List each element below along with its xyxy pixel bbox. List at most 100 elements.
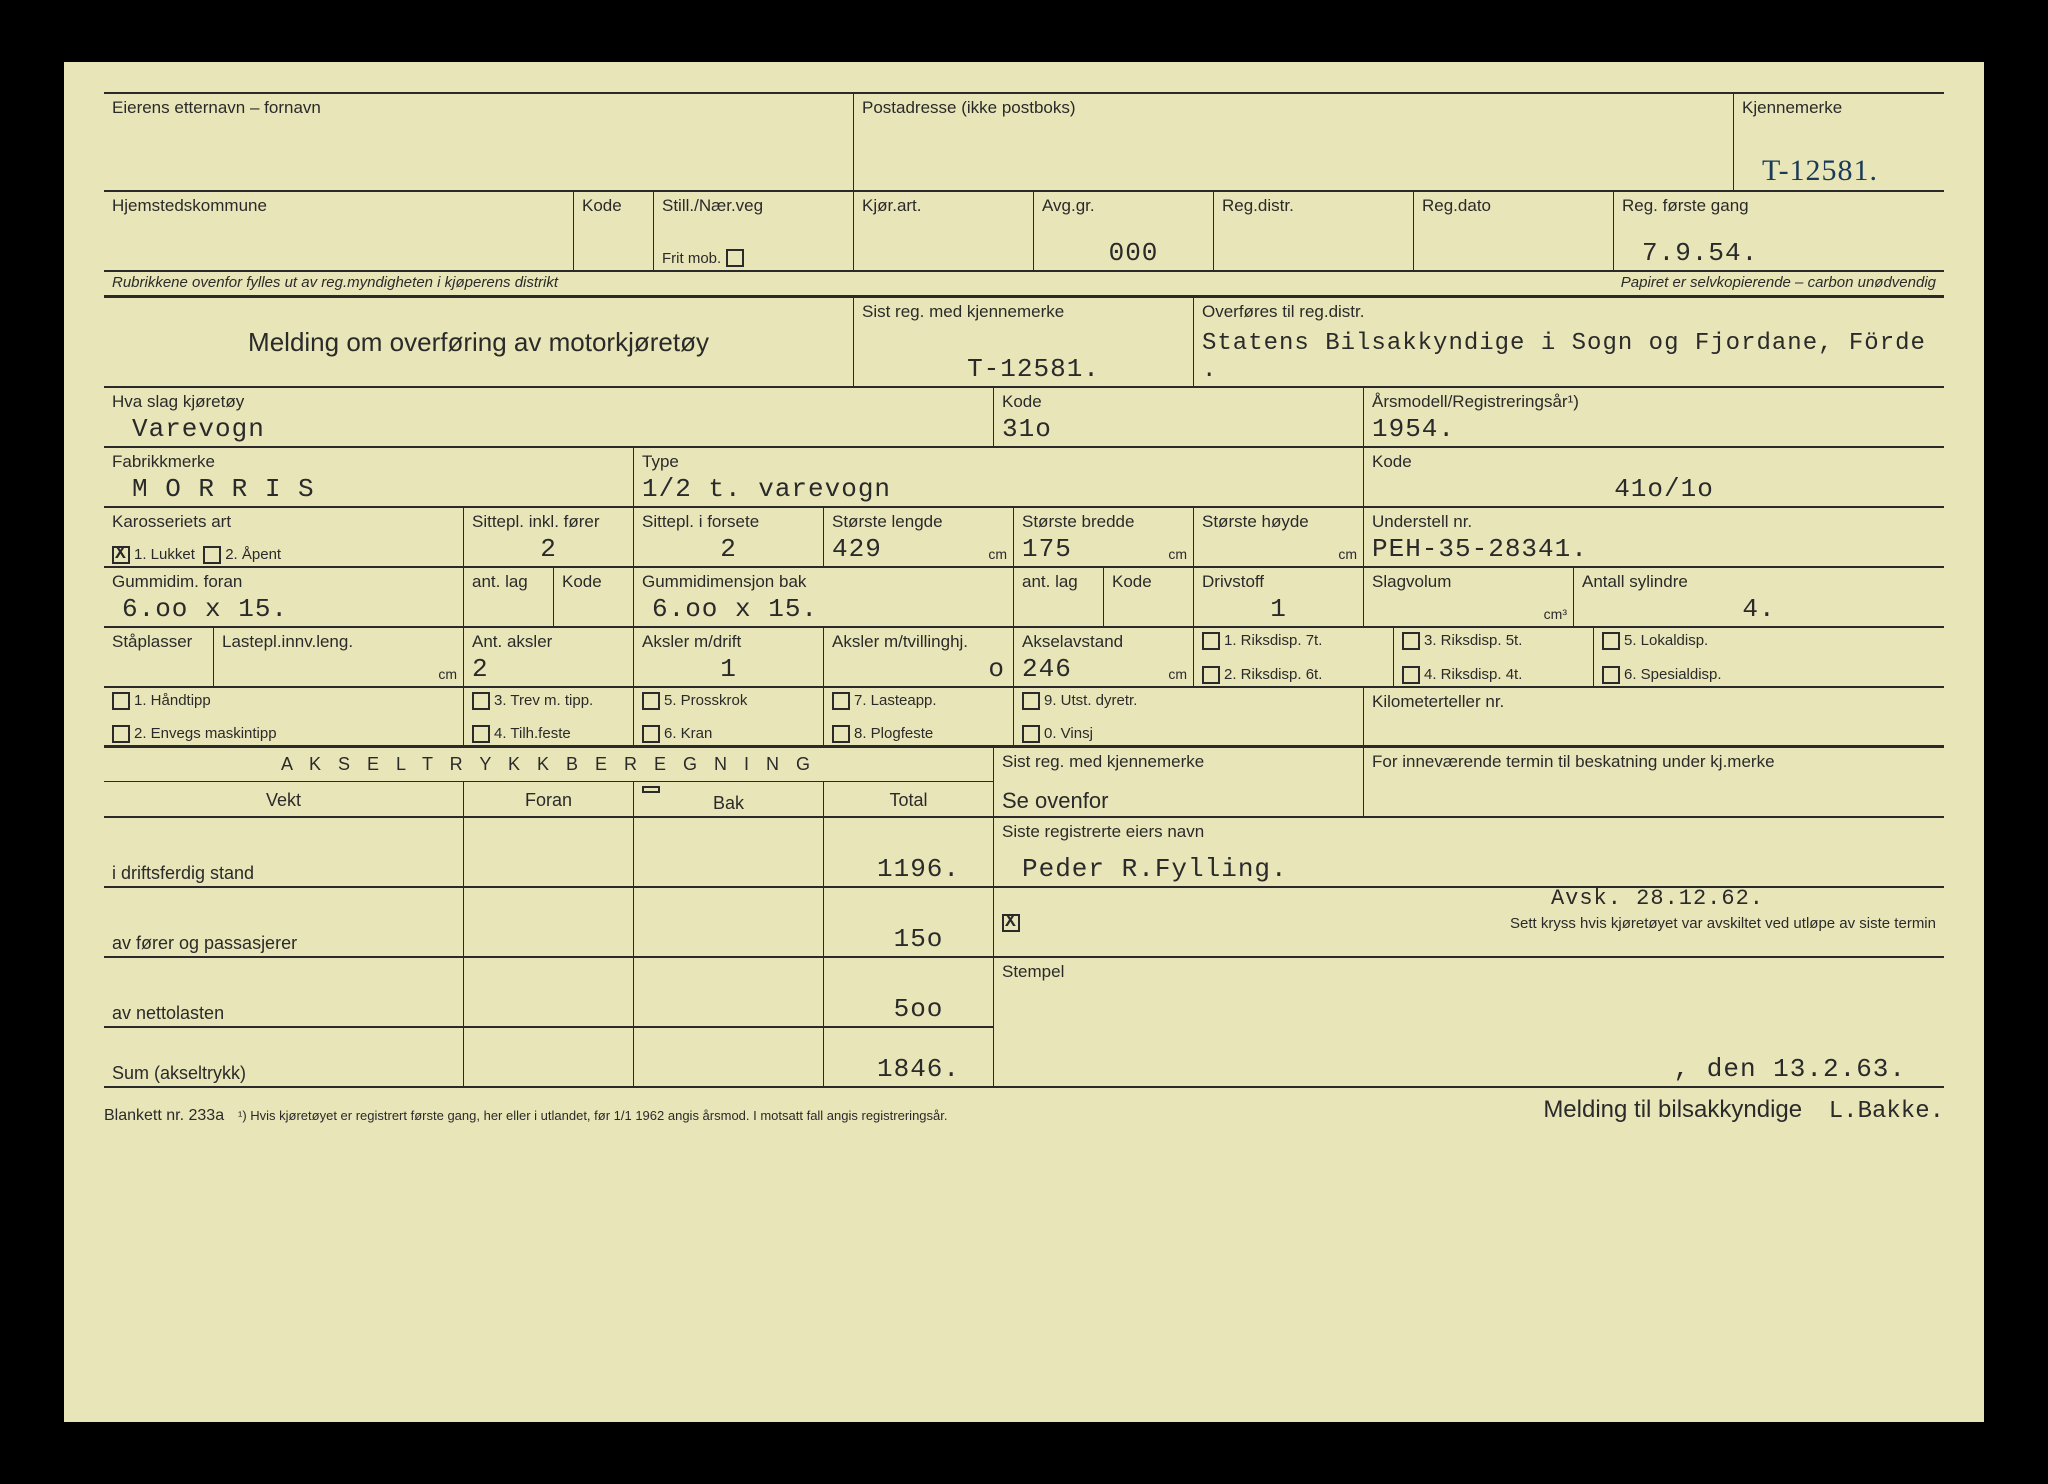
fuel-label: Drivstoff (1202, 572, 1355, 592)
frit-mob-label: Frit mob. (662, 250, 721, 267)
e7-checkbox[interactable] (832, 692, 850, 710)
make-value: M O R R I S (112, 474, 625, 504)
length-value: 429 (832, 534, 1005, 564)
row-tires: Gummidim. foran 6.oo x 15. ant. lag Kode… (104, 568, 1944, 628)
avstand-label: Akselavstand (1022, 632, 1185, 652)
vehicle-kode-value: 31o (1002, 414, 1355, 444)
cross-checkbox[interactable] (1002, 914, 1020, 932)
col-total: Total (832, 790, 985, 811)
form-page: Eierens etternavn – fornavn Postadresse … (64, 62, 1984, 1422)
tire-front-value: 6.oo x 15. (112, 594, 455, 624)
disp5-label: 5. Lokaldisp. (1624, 632, 1708, 649)
e3-checkbox[interactable] (472, 692, 490, 710)
e6-checkbox[interactable] (642, 725, 660, 743)
bak-checkbox[interactable] (642, 786, 660, 793)
footnote: ¹) Hvis kjøretøyet er registrert første … (238, 1108, 948, 1123)
cylinders-label: Antall sylindre (1582, 572, 1936, 592)
w-row3-label: av nettolasten (112, 1003, 455, 1024)
chassis-label: Understell nr. (1372, 512, 1936, 532)
e0-checkbox[interactable] (1022, 725, 1040, 743)
row-equipment: 1. Håndtipp 2. Envegs maskintipp 3. Trev… (104, 688, 1944, 748)
lukket-checkbox[interactable] (112, 546, 130, 564)
e1-label: 1. Håndtipp (134, 692, 211, 709)
e9-checkbox[interactable] (1022, 692, 1040, 710)
height-label: Største høyde (1202, 512, 1355, 532)
vehicle-year-label: Årsmodell/Registreringsår¹) (1372, 392, 1936, 412)
weight-section: A K S E L T R Y K K B E R E G N I N G Ve… (104, 748, 994, 1088)
e9-label: 9. Utst. dyretr. (1044, 692, 1137, 709)
still-label: Still./Nær.veg (662, 196, 845, 216)
kode-tire1-label: Kode (562, 572, 625, 592)
rp-avsk-note: Avsk. 28.12.62. (1531, 886, 1764, 911)
municipality-label: Hjemstedskommune (112, 196, 565, 216)
e4-label: 4. Tilh.feste (494, 725, 571, 742)
row-make: Fabrikkmerke M O R R I S Type 1/2 t. var… (104, 448, 1944, 508)
disp3-label: 3. Riksdisp. 5t. (1424, 632, 1522, 649)
vehicle-type-label: Hva slag kjøretøy (112, 392, 985, 412)
e2-checkbox[interactable] (112, 725, 130, 743)
overfores-label: Overføres til reg.distr. (1202, 302, 1936, 322)
karosseri-label: Karosseriets art (112, 512, 455, 532)
rp-stempel-label: Stempel (1002, 962, 1936, 982)
owner-name-label: Eierens etternavn – fornavn (112, 98, 845, 118)
drift-label: Aksler m/drift (642, 632, 815, 652)
antlag2-label: ant. lag (1022, 572, 1095, 592)
note-top-left: Rubrikkene ovenfor fylles ut av reg.mynd… (104, 272, 1344, 295)
blankett-label: Blankett nr. 233a (104, 1107, 224, 1124)
fuel-value: 1 (1202, 594, 1355, 624)
kode2-label: Kode (1372, 452, 1936, 472)
e4-checkbox[interactable] (472, 725, 490, 743)
row-body: Karosseriets art 1. Lukket 2. Åpent Sitt… (104, 508, 1944, 568)
rp-owner-value: Peder R.Fylling. (1002, 854, 1936, 884)
km-label: Kilometerteller nr. (1372, 692, 1936, 712)
sittepl-front-value: 2 (642, 534, 815, 564)
disp1-label: 1. Riksdisp. 7t. (1224, 632, 1322, 649)
disp5-checkbox[interactable] (1602, 632, 1620, 650)
postal-label: Postadresse (ikke postboks) (862, 98, 1725, 118)
length-label: Største lengde (832, 512, 1005, 532)
e0-label: 0. Vinsj (1044, 725, 1093, 742)
e8-checkbox[interactable] (832, 725, 850, 743)
disp6-label: 6. Spesialdisp. (1624, 666, 1722, 683)
rp-sist-reg-value: Se ovenfor (1002, 788, 1355, 814)
avstand-value: 246 (1022, 654, 1185, 684)
kode2-value: 41o/1o (1372, 474, 1936, 504)
col-bak: Bak (642, 793, 815, 814)
melding-label: Melding til bilsakkyndige (1543, 1096, 1802, 1123)
w-row4-label: Sum (akseltrykk) (112, 1063, 455, 1084)
disp6-checkbox[interactable] (1602, 666, 1620, 684)
regdato-label: Reg.dato (1422, 196, 1605, 216)
note-top-right: Papiret er selvkopierende – carbon unødv… (1344, 272, 1944, 295)
drift-value: 1 (642, 654, 815, 684)
antlag1-label: ant. lag (472, 572, 545, 592)
row-owner: Eierens etternavn – fornavn Postadresse … (104, 92, 1944, 192)
apent-checkbox[interactable] (203, 546, 221, 564)
e3-label: 3. Trev m. tipp. (494, 692, 593, 709)
disp3-checkbox[interactable] (1402, 632, 1420, 650)
disp4-label: 4. Riksdisp. 4t. (1424, 666, 1522, 683)
e1-checkbox[interactable] (112, 692, 130, 710)
e7-label: 7. Lasteapp. (854, 692, 937, 709)
w-row2-label: av fører og passasjerer (112, 933, 455, 954)
ant-aksler-value: 2 (472, 654, 625, 684)
staplasser-label: Ståplasser (112, 632, 205, 652)
sist-reg-label: Sist reg. med kjennemerke (862, 302, 1185, 322)
rp-owner-label: Siste registrerte eiers navn (1002, 822, 1936, 842)
e5-checkbox[interactable] (642, 692, 660, 710)
vehicle-kode-label: Kode (1002, 392, 1355, 412)
sittepl-label: Sittepl. inkl. fører (472, 512, 625, 532)
row-title: Melding om overføring av motorkjøretøy S… (104, 298, 1944, 388)
disp4-checkbox[interactable] (1402, 666, 1420, 684)
plate-label: Kjennemerke (1742, 98, 1936, 118)
disp2-label: 2. Riksdisp. 6t. (1224, 666, 1322, 683)
width-value: 175 (1022, 534, 1185, 564)
disp1-checkbox[interactable] (1202, 632, 1220, 650)
kjorart-label: Kjør.art. (862, 196, 1025, 216)
reg-first-label: Reg. første gang (1622, 196, 1936, 216)
w-row4-total: 1846. (832, 1054, 985, 1084)
disp2-checkbox[interactable] (1202, 666, 1220, 684)
frit-mob-checkbox[interactable] (726, 249, 744, 267)
make-label: Fabrikkmerke (112, 452, 625, 472)
row-axles: Ståplasser Lastepl.innv.leng.cm Ant. aks… (104, 628, 1944, 688)
tire-rear-value: 6.oo x 15. (642, 594, 1005, 624)
